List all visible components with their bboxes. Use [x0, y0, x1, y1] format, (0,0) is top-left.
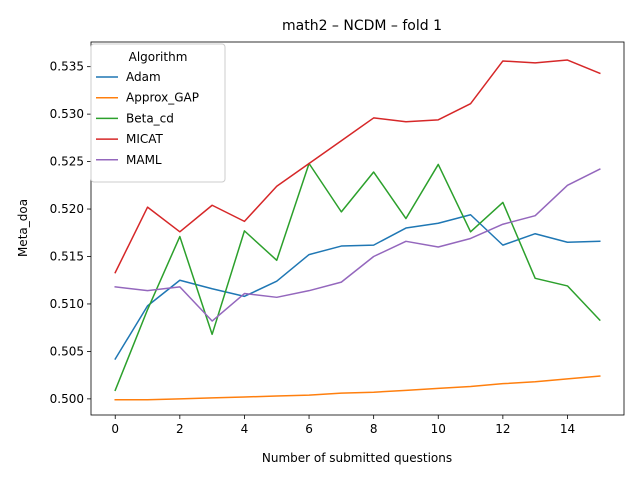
legend-title: Algorithm: [129, 50, 188, 64]
y-tick-label: 0.535: [50, 60, 84, 74]
y-tick-label: 0.510: [50, 297, 84, 311]
y-tick-label: 0.525: [50, 155, 84, 169]
x-tick-label: 12: [495, 422, 510, 436]
legend-label-approx-gap: Approx_GAP: [126, 91, 199, 105]
legend-label-micat: MICAT: [126, 132, 164, 146]
plot-frame: [90, 41, 625, 416]
legend-label-beta-cd: Beta_cd: [126, 111, 174, 125]
y-tick-label: 0.520: [50, 202, 84, 216]
x-tick-label: 4: [241, 422, 249, 436]
y-tick-label: 0.530: [50, 107, 84, 121]
plot-area: [90, 41, 625, 416]
y-axis-label: Meta_doa: [16, 199, 30, 257]
legend-label-adam: Adam: [126, 70, 161, 84]
chart-title: math2 – NCDM – fold 1: [282, 18, 442, 34]
legend-item-beta-cd[interactable]: Beta_cd: [96, 111, 174, 125]
legend-item-micat[interactable]: MICAT: [96, 132, 164, 146]
series-line-maml: [114, 168, 601, 322]
legend[interactable]: Algorithm Adam Approx_GAP Beta_cd MICAT MAML: [90, 43, 226, 183]
series-layer: [114, 59, 601, 401]
y-tick-label: 0.515: [50, 249, 84, 263]
legend-item-maml[interactable]: MAML: [96, 153, 162, 167]
legend-box: [90, 43, 226, 183]
x-tick-label: 14: [560, 422, 575, 436]
x-tick-label: 2: [176, 422, 184, 436]
series-line-approx-gap: [114, 375, 601, 401]
y-tick-label: 0.505: [50, 344, 84, 358]
legend-item-adam[interactable]: Adam: [96, 70, 161, 84]
series-line-micat: [114, 59, 601, 274]
legend-item-approx-gap[interactable]: Approx_GAP: [96, 91, 199, 105]
x-axis-label: Number of submitted questions: [262, 451, 452, 465]
x-tick-label: 8: [370, 422, 378, 436]
x-tick-label: 0: [111, 422, 119, 436]
series-line-beta-cd: [114, 162, 601, 392]
x-axis: 0 2 4 6 8 10 12 14: [111, 415, 575, 436]
legend-entries: Adam Approx_GAP Beta_cd MICAT MAML: [96, 70, 199, 167]
x-tick-label: 10: [431, 422, 446, 436]
x-tick-label: 6: [305, 422, 313, 436]
y-tick-label: 0.500: [50, 392, 84, 406]
y-axis: 0.500 0.505 0.510 0.515 0.520 0.525 0.530 0.535: [50, 60, 91, 406]
legend-label-maml: MAML: [126, 153, 162, 167]
